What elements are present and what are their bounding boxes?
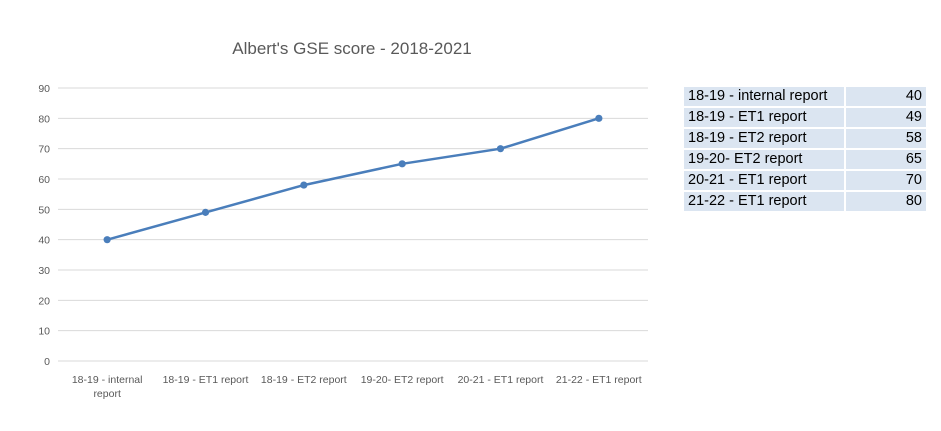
row-label: 18-19 - ET2 report [684, 129, 844, 148]
row-value: 40 [844, 87, 926, 106]
y-tick-label: 20 [38, 295, 50, 307]
row-label: 20-21 - ET1 report [684, 171, 844, 190]
y-tick-label: 60 [38, 174, 50, 186]
data-point [595, 114, 603, 122]
chart-title: Albert's GSE score - 2018-2021 [232, 39, 471, 58]
row-label: 18-19 - ET1 report [684, 108, 844, 127]
x-tick-label-line: 21-22 - ET1 report [556, 374, 642, 386]
x-tick-label: 21-22 - ET1 report [556, 374, 642, 386]
row-value: 58 [844, 129, 926, 148]
gridlines [58, 87, 648, 362]
row-label: 18-19 - internal report [684, 87, 844, 106]
y-tick-label: 90 [38, 83, 50, 95]
data-point [103, 236, 111, 244]
y-tick-label: 80 [38, 113, 50, 125]
table-row: 21-22 - ET1 report 80 [684, 192, 926, 211]
x-tick-label: 20-21 - ET1 report [458, 374, 544, 386]
table-row: 18-19 - internal report 40 [684, 87, 926, 106]
data-point [398, 160, 406, 168]
y-tick-label: 10 [38, 326, 50, 338]
x-tick-label-line: 19-20- ET2 report [361, 374, 444, 386]
x-tick-label-line: 20-21 - ET1 report [458, 374, 544, 386]
y-tick-label: 50 [38, 204, 50, 216]
table-row: 20-21 - ET1 report 70 [684, 171, 926, 190]
x-tick-label-line: 18-19 - internal [72, 374, 143, 386]
x-tick-label: 18-19 - internal report [72, 374, 143, 400]
x-tick-label-line: report [93, 388, 121, 400]
x-axis-labels: 18-19 - internal report 18-19 - ET1 report… [72, 374, 642, 400]
y-axis-ticks: 0 10 20 30 40 50 60 70 80 90 [38, 83, 50, 368]
x-tick-label: 18-19 - ET2 report [261, 374, 347, 386]
row-label: 19-20- ET2 report [684, 150, 844, 169]
row-value: 70 [844, 171, 926, 190]
data-point [300, 181, 308, 189]
x-tick-label-line: 18-19 - ET1 report [163, 374, 249, 386]
score-table: 18-19 - internal report 40 18-19 - ET1 rep… [684, 85, 926, 213]
x-tick-label: 19-20- ET2 report [361, 374, 444, 386]
row-value: 49 [844, 108, 926, 127]
table-row: 18-19 - ET1 report 49 [684, 108, 926, 127]
series-layer [103, 114, 603, 244]
x-tick-label: 18-19 - ET1 report [163, 374, 249, 386]
row-label: 21-22 - ET1 report [684, 192, 844, 211]
y-tick-label: 30 [38, 265, 50, 277]
row-value: 65 [844, 150, 926, 169]
series-line [106, 117, 600, 241]
table-row: 18-19 - ET2 report 58 [684, 129, 926, 148]
x-tick-label-line: 18-19 - ET2 report [261, 374, 347, 386]
line-chart: Albert's GSE score - 2018-2021 0 10 20 30 40… [38, 39, 648, 400]
y-tick-label: 0 [44, 356, 50, 368]
y-tick-label: 70 [38, 144, 50, 156]
data-point [496, 145, 505, 153]
data-point [201, 208, 210, 216]
y-tick-label: 40 [38, 235, 50, 247]
row-value: 80 [844, 192, 926, 211]
table-row: 19-20- ET2 report 65 [684, 150, 926, 169]
